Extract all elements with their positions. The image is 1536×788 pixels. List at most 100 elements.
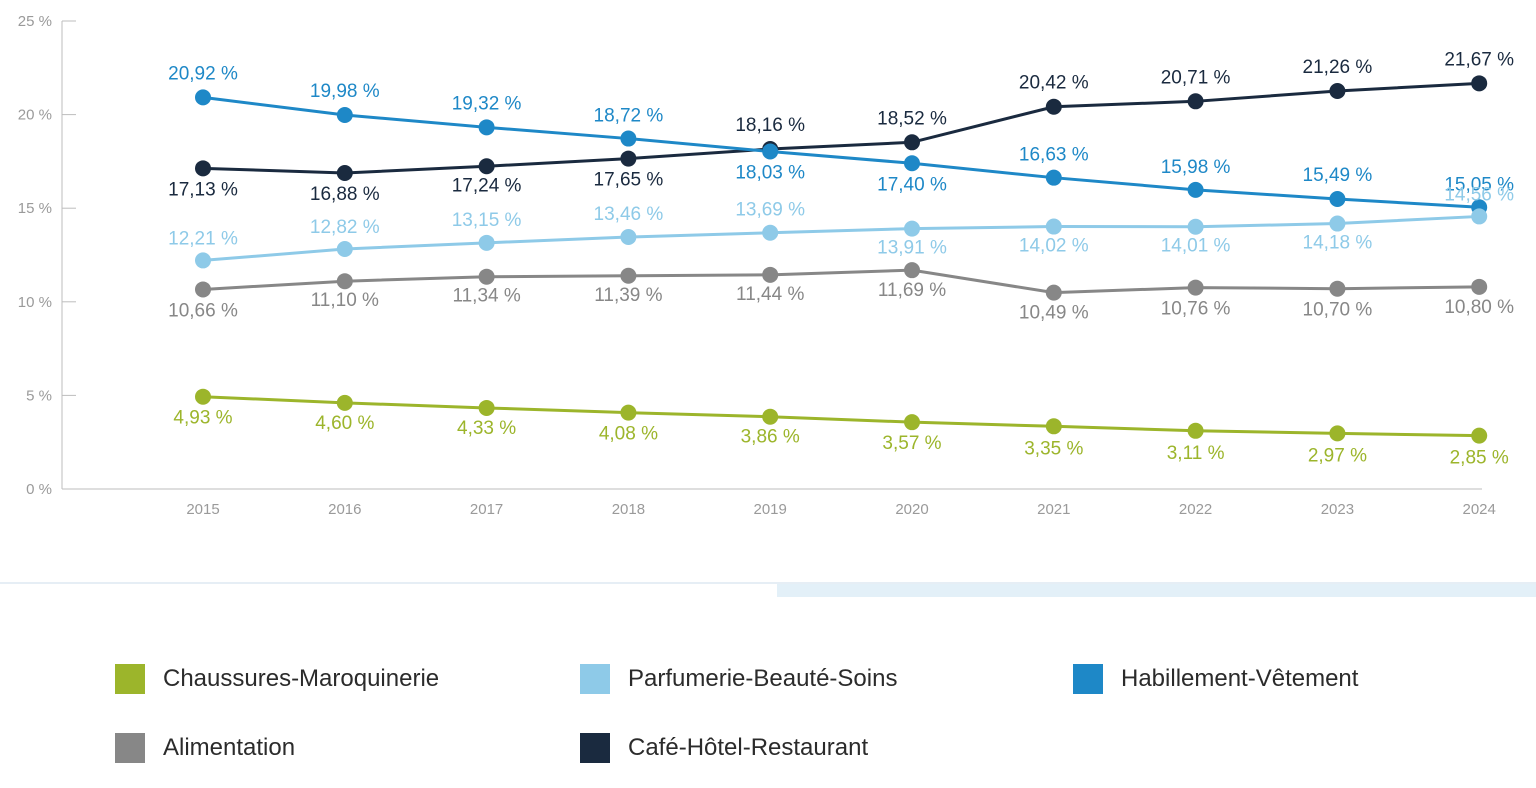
data-point-chr xyxy=(620,150,637,167)
data-label-cm: 4,08 % xyxy=(599,424,658,445)
data-label-ali: 10,49 % xyxy=(1019,303,1089,324)
data-label-chr: 17,65 % xyxy=(594,170,664,191)
data-label-ali: 10,76 % xyxy=(1161,299,1231,320)
legend-label: Habillement-Vêtement xyxy=(1121,665,1359,692)
x-tick-label: 2018 xyxy=(612,501,645,518)
data-point-hab xyxy=(478,119,495,136)
data-label-pbs: 12,21 % xyxy=(168,228,238,249)
data-label-pbs: 14,18 % xyxy=(1303,233,1373,254)
series-line-chr xyxy=(202,81,1480,175)
data-point-ali xyxy=(195,281,211,298)
data-point-ali xyxy=(904,262,920,279)
y-tick-label: 25 % xyxy=(18,13,52,30)
data-point-pbs xyxy=(1471,208,1488,225)
data-label-chr: 21,26 % xyxy=(1303,57,1373,78)
data-label-pbs: 13,15 % xyxy=(452,210,522,231)
x-tick-label: 2020 xyxy=(895,501,928,518)
data-point-cm xyxy=(478,399,495,416)
data-point-chr xyxy=(1329,83,1346,100)
data-point-cm xyxy=(1187,422,1204,439)
data-label-hab: 17,40 % xyxy=(877,174,947,195)
y-tick-label: 20 % xyxy=(18,107,52,124)
y-tick-label: 15 % xyxy=(18,200,52,217)
data-label-pbs: 14,01 % xyxy=(1161,236,1231,257)
data-label-hab: 19,32 % xyxy=(452,93,522,114)
data-point-pbs xyxy=(1187,218,1204,235)
x-tick-label: 2015 xyxy=(186,501,219,518)
divider-accent-bar xyxy=(777,584,1536,597)
data-point-hab xyxy=(762,143,779,160)
data-label-hab: 15,05 % xyxy=(1444,174,1514,195)
data-point-cm xyxy=(336,394,353,411)
data-point-ali xyxy=(1329,280,1346,297)
data-label-pbs: 13,46 % xyxy=(594,204,664,225)
data-point-hab xyxy=(904,155,920,172)
data-point-cm xyxy=(762,408,779,425)
chart-legend: Chaussures-Maroquinerie Parfumerie-Beaut… xyxy=(0,640,1536,788)
x-tick-label: 2019 xyxy=(754,501,787,518)
data-label-ali: 11,10 % xyxy=(311,290,379,311)
data-label-ali: 11,44 % xyxy=(736,284,804,305)
legend-item-habillement-vetement: Habillement-Vêtement xyxy=(1073,664,1358,694)
legend-swatch xyxy=(1073,664,1103,694)
data-label-ali: 11,34 % xyxy=(452,286,520,307)
data-point-cm xyxy=(195,388,211,405)
data-point-cm xyxy=(620,404,637,421)
legend-item-cafe-hotel-restaurant: Café-Hôtel-Restaurant xyxy=(580,733,868,763)
series-labels: 17,13 % 16,88 % 17,24 % 17,65 % 18,16 % 18,52… xyxy=(168,49,1514,468)
data-label-chr: 16,88 % xyxy=(310,184,380,205)
data-label-cm: 3,11 % xyxy=(1167,443,1225,464)
data-label-chr: 18,16 % xyxy=(735,115,805,136)
data-point-chr xyxy=(336,165,353,182)
data-label-cm: 3,86 % xyxy=(741,427,800,448)
data-point-cm xyxy=(1471,427,1488,444)
data-label-cm: 4,60 % xyxy=(315,413,374,434)
data-point-pbs xyxy=(195,252,211,269)
series-points xyxy=(195,75,1488,444)
x-tick-label: 2022 xyxy=(1179,501,1212,518)
data-label-pbs: 13,91 % xyxy=(877,238,947,259)
series-line-ali xyxy=(202,268,1480,295)
data-point-hab xyxy=(1187,181,1204,198)
x-tick-label: 2021 xyxy=(1037,501,1070,518)
legend-swatch xyxy=(580,733,610,763)
data-point-cm xyxy=(904,414,920,431)
data-point-pbs xyxy=(620,229,637,246)
data-point-chr xyxy=(1471,75,1488,92)
legend-label: Alimentation xyxy=(163,734,296,761)
x-tick-label: 2023 xyxy=(1321,501,1354,518)
data-point-chr xyxy=(478,158,495,175)
y-tick-label: 10 % xyxy=(18,294,52,311)
legend-label: Café-Hôtel-Restaurant xyxy=(628,734,869,761)
data-point-cm xyxy=(1045,418,1062,435)
data-point-pbs xyxy=(1329,215,1346,232)
data-label-cm: 2,97 % xyxy=(1308,445,1367,466)
data-label-chr: 17,24 % xyxy=(452,175,522,196)
line-chart: 0 % 5 % 10 % 15 % 20 % 25 % 2015 2016 2017 2018 20… xyxy=(18,13,1514,518)
data-point-chr xyxy=(195,160,211,177)
series-line-pbs xyxy=(202,214,1480,262)
data-point-hab xyxy=(1045,169,1062,186)
data-label-cm: 3,35 % xyxy=(1024,438,1083,459)
data-point-ali xyxy=(1471,278,1488,295)
data-point-hab xyxy=(1329,191,1346,208)
data-point-ali xyxy=(336,273,353,290)
legend-item-parfumerie-beaute-soins: Parfumerie-Beauté-Soins xyxy=(580,664,897,694)
data-label-chr: 17,13 % xyxy=(168,179,238,200)
data-point-pbs xyxy=(762,224,779,241)
data-label-cm: 2,85 % xyxy=(1450,448,1509,469)
chart-axes: 0 % 5 % 10 % 15 % 20 % 25 % 2015 2016 2017 2018 20… xyxy=(18,13,1496,518)
data-point-hab xyxy=(336,106,353,123)
data-point-ali xyxy=(478,268,495,285)
y-tick-label: 0 % xyxy=(26,481,52,498)
data-label-ali: 11,39 % xyxy=(594,285,662,306)
data-label-cm: 3,57 % xyxy=(882,433,941,454)
x-tick-label: 2024 xyxy=(1463,501,1496,518)
divider-line xyxy=(0,582,1536,584)
data-point-pbs xyxy=(1045,218,1062,235)
data-label-hab: 15,98 % xyxy=(1161,157,1231,178)
data-label-chr: 18,52 % xyxy=(877,108,947,129)
data-point-chr xyxy=(1045,98,1062,115)
data-label-chr: 20,71 % xyxy=(1161,67,1231,88)
series-line-cm xyxy=(202,395,1480,438)
